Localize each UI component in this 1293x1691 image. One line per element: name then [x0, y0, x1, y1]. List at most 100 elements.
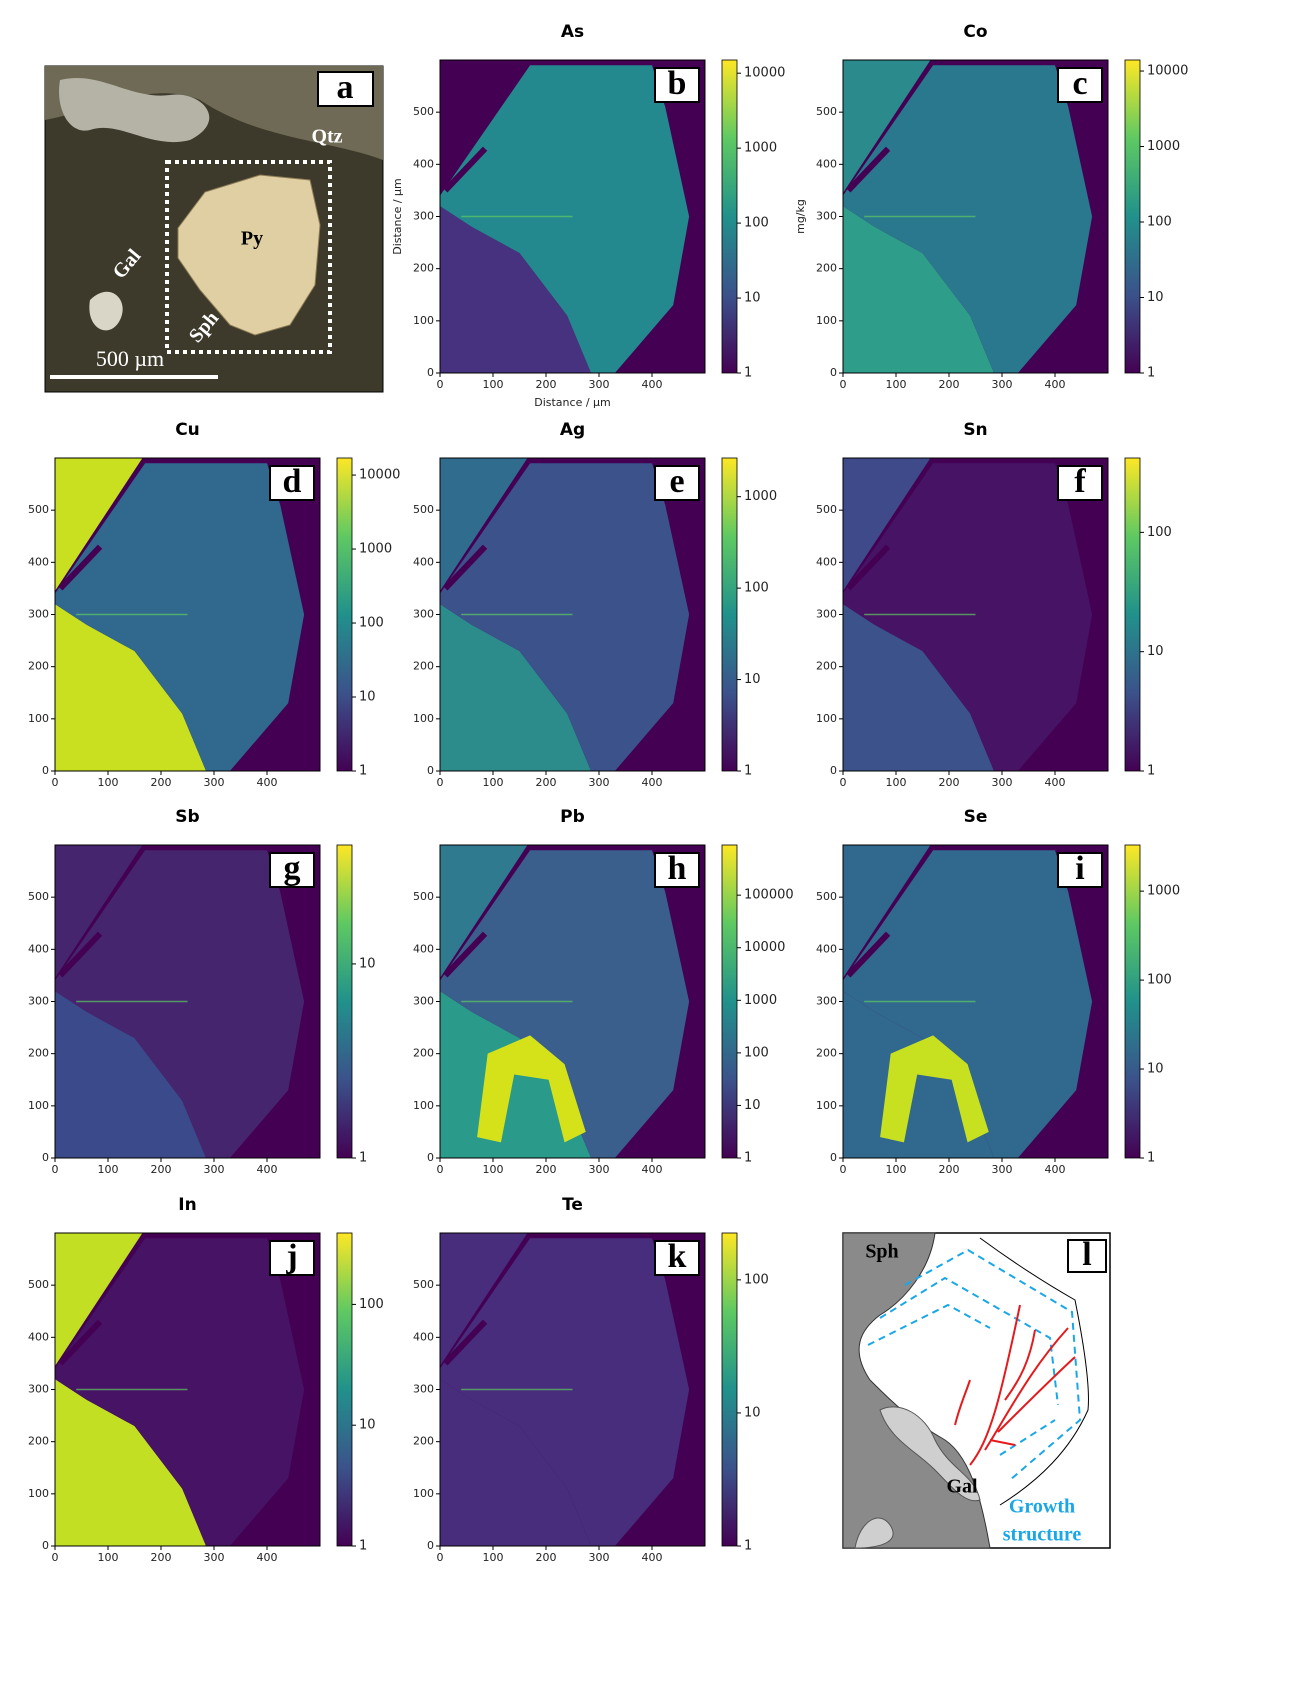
x-tick-label: 100 — [98, 1551, 119, 1564]
panel-title: Co — [963, 22, 987, 42]
y-tick-label: 500 — [816, 890, 837, 903]
x-tick-label: 100 — [98, 776, 119, 789]
x-tick-label: 100 — [483, 1163, 504, 1176]
x-tick-label: 200 — [939, 776, 960, 789]
mineral-label: Qtz — [311, 126, 342, 148]
colorbar-tick-label: 100 — [744, 1272, 769, 1287]
x-tick-label: 300 — [589, 776, 610, 789]
x-tick-label: 0 — [840, 378, 847, 391]
y-tick-label: 400 — [816, 157, 837, 170]
colorbar-tick-label: 1 — [744, 366, 752, 381]
colorbar-tick-label: 10 — [744, 1405, 761, 1420]
x-tick-label: 300 — [992, 776, 1013, 789]
y-tick-label: 400 — [413, 555, 434, 568]
x-tick-label: 300 — [589, 378, 610, 391]
colorbar-tick-label: 10 — [744, 672, 761, 687]
colorbar — [337, 458, 352, 771]
colorbar-tick-label: 1 — [1147, 1151, 1155, 1166]
y-tick-label: 0 — [830, 764, 837, 777]
y-tick-label: 400 — [816, 942, 837, 955]
x-tick-label: 200 — [151, 1163, 172, 1176]
colorbar — [337, 845, 352, 1158]
panel-l: Sph Gal Growth structure l — [843, 1233, 1110, 1548]
panel-letter: h — [668, 850, 687, 887]
colorbar-tick-label: 10 — [744, 291, 761, 306]
x-tick-label: 0 — [437, 378, 444, 391]
y-axis-label: mg/kg — [794, 199, 807, 234]
y-tick-label: 300 — [816, 608, 837, 621]
y-tick-label: 200 — [28, 1047, 49, 1060]
colorbar-tick-label: 10 — [1147, 290, 1164, 305]
x-tick-label: 100 — [483, 378, 504, 391]
y-tick-label: 400 — [28, 1330, 49, 1343]
x-tick-label: 300 — [204, 1551, 225, 1564]
y-tick-label: 500 — [413, 503, 434, 516]
x-tick-label: 200 — [536, 378, 557, 391]
y-axis-label: Distance / µm — [391, 178, 404, 255]
y-tick-label: 0 — [427, 764, 434, 777]
y-tick-label: 500 — [816, 105, 837, 118]
panel-title: Te — [562, 1195, 583, 1215]
colorbar-tick-label: 1 — [1147, 764, 1155, 779]
heatmap-panel: Asb01002003004000100200300400500Distance… — [391, 22, 785, 409]
y-tick-label: 100 — [28, 1099, 49, 1112]
panel-letter: l — [1082, 1236, 1091, 1273]
scale-bar-label: 500 µm — [96, 346, 164, 371]
colorbar-tick-label: 1000 — [359, 542, 392, 557]
colorbar — [722, 845, 737, 1158]
y-tick-label: 300 — [816, 210, 837, 223]
panel-title: Pb — [560, 807, 585, 827]
colorbar-tick-label: 1000 — [744, 141, 777, 156]
panel-letter: i — [1075, 850, 1084, 887]
y-tick-label: 400 — [413, 1330, 434, 1343]
colorbar-tick-label: 100 — [744, 1045, 769, 1060]
y-tick-label: 500 — [413, 105, 434, 118]
colorbar-tick-label: 10000 — [744, 940, 785, 955]
x-tick-label: 300 — [589, 1551, 610, 1564]
x-tick-label: 0 — [840, 1163, 847, 1176]
x-tick-label: 300 — [204, 776, 225, 789]
panel-letter: j — [285, 1238, 297, 1275]
legend-text: Growth — [1009, 1496, 1075, 1518]
y-tick-label: 500 — [413, 890, 434, 903]
x-tick-label: 400 — [257, 1163, 278, 1176]
y-tick-label: 200 — [413, 1435, 434, 1448]
x-axis-label: Distance / µm — [534, 396, 611, 409]
x-tick-label: 200 — [536, 1163, 557, 1176]
y-tick-label: 100 — [28, 712, 49, 725]
y-tick-label: 100 — [413, 314, 434, 327]
heatmap-panel: Sbg01002003004000100200300400500110 — [28, 807, 376, 1176]
heatmap-panel: Snf01002003004000100200300400500110100 — [816, 420, 1172, 789]
colorbar-tick-label: 1000 — [744, 993, 777, 1008]
colorbar — [1125, 845, 1140, 1158]
y-tick-label: 500 — [28, 503, 49, 516]
colorbar-tick-label: 100 — [744, 216, 769, 231]
colorbar-tick-label: 1000 — [1147, 884, 1180, 899]
y-tick-label: 300 — [413, 210, 434, 223]
y-tick-label: 200 — [413, 660, 434, 673]
y-tick-label: 500 — [816, 503, 837, 516]
y-tick-label: 200 — [413, 262, 434, 275]
x-tick-label: 400 — [1045, 1163, 1066, 1176]
y-tick-label: 100 — [413, 1099, 434, 1112]
colorbar-tick-label: 100 — [1147, 973, 1172, 988]
y-tick-label: 200 — [28, 1435, 49, 1448]
y-tick-label: 0 — [830, 366, 837, 379]
y-tick-label: 0 — [427, 1151, 434, 1164]
y-tick-label: 0 — [42, 1539, 49, 1552]
colorbar-tick-label: 10000 — [359, 468, 400, 483]
x-tick-label: 100 — [483, 1551, 504, 1564]
mineral-label: Gal — [946, 1476, 978, 1498]
panel-title: Sb — [175, 807, 199, 827]
panel-a: 500 µm Qtz Py Gal Sph a — [45, 66, 383, 392]
colorbar-tick-label: 100 — [1147, 525, 1172, 540]
y-tick-label: 0 — [42, 1151, 49, 1164]
x-tick-label: 0 — [437, 776, 444, 789]
colorbar — [722, 60, 737, 373]
colorbar-tick-label: 1000 — [1147, 139, 1180, 154]
y-tick-label: 300 — [816, 995, 837, 1008]
colorbar-tick-label: 10000 — [744, 66, 785, 81]
x-tick-label: 200 — [939, 378, 960, 391]
x-tick-label: 400 — [642, 1163, 663, 1176]
